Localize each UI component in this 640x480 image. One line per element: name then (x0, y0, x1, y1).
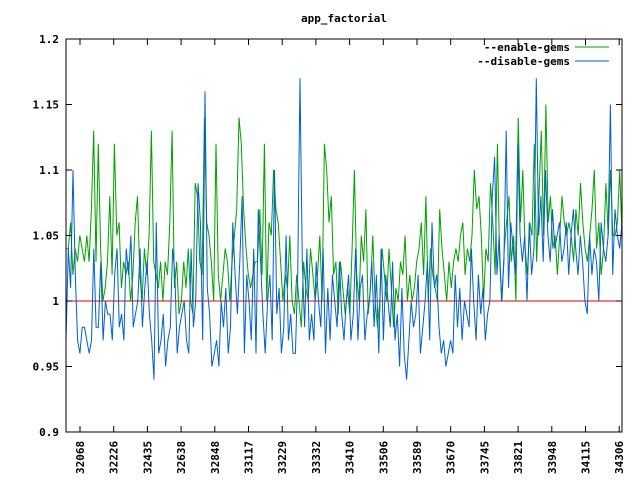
x-tick-label-15: 34115 (580, 441, 593, 474)
x-axis: 32068 32226 32435 32638 32848 33117 33229 33332… (74, 39, 626, 474)
legend-label-enable-gems: --enable-gems (484, 41, 570, 54)
x-tick-label-6: 33229 (276, 441, 289, 474)
y-tick-label-2: 1 (52, 295, 59, 308)
x-tick-label-16: 34306 (613, 441, 626, 474)
x-tick-label-13: 33821 (512, 441, 525, 474)
series-layer (65, 78, 623, 380)
y-tick-label-5: 1.15 (33, 99, 60, 112)
y-axis: 0.9 0.95 1 1.05 1.1 1.15 1.2 (33, 33, 622, 439)
x-tick-label-8: 33410 (344, 441, 357, 474)
x-tick-label-1: 32226 (108, 441, 121, 474)
legend: --enable-gems --disable-gems (477, 41, 609, 68)
x-tick-label-14: 33948 (546, 441, 559, 474)
x-tick-label-2: 32435 (141, 441, 154, 474)
x-tick-label-4: 32848 (209, 441, 222, 474)
y-tick-label-0: 0.9 (39, 426, 59, 439)
x-tick-label-7: 33332 (310, 441, 323, 474)
y-tick-label-4: 1.1 (39, 164, 59, 177)
x-tick-label-10: 33589 (411, 441, 424, 474)
y-tick-label-6: 1.2 (39, 33, 59, 46)
y-tick-label-1: 0.95 (33, 361, 60, 374)
legend-label-disable-gems: --disable-gems (477, 55, 570, 68)
x-tick-label-12: 33745 (478, 441, 491, 474)
x-tick-label-3: 32638 (175, 441, 188, 474)
series-line-1 (65, 78, 623, 380)
y-tick-label-3: 1.05 (33, 230, 60, 243)
x-tick-label-5: 33117 (243, 441, 256, 474)
x-tick-label-0: 32068 (74, 441, 87, 474)
x-tick-label-11: 33670 (445, 441, 458, 474)
x-tick-label-9: 33506 (377, 441, 390, 474)
chart-title: app_factorial (301, 12, 387, 25)
